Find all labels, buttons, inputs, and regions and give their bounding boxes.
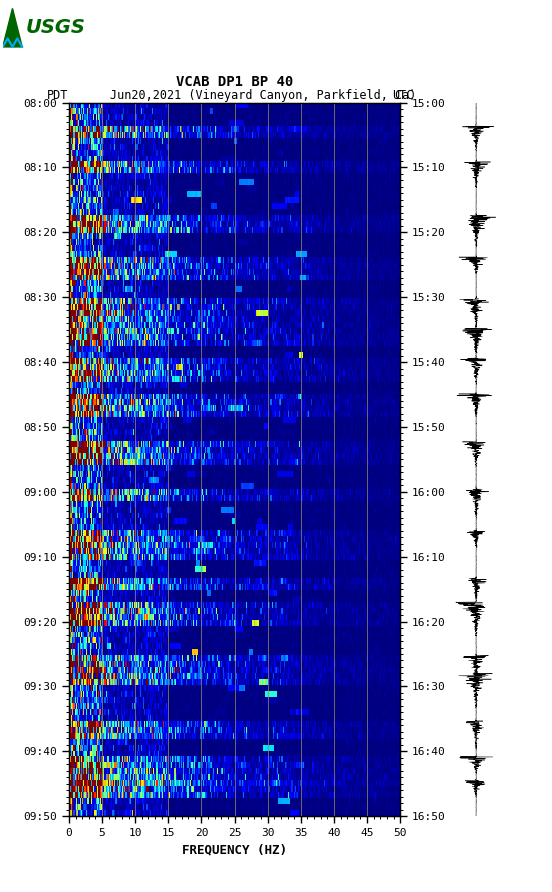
Text: VCAB DP1 BP 40: VCAB DP1 BP 40 — [176, 75, 293, 89]
Text: Jun20,2021 (Vineyard Canyon, Parkfield, Ca): Jun20,2021 (Vineyard Canyon, Parkfield, … — [110, 88, 417, 102]
Text: PDT: PDT — [47, 88, 68, 102]
Polygon shape — [3, 8, 22, 47]
Text: USGS: USGS — [26, 18, 86, 37]
X-axis label: FREQUENCY (HZ): FREQUENCY (HZ) — [182, 844, 287, 856]
Text: UTC: UTC — [392, 88, 413, 102]
